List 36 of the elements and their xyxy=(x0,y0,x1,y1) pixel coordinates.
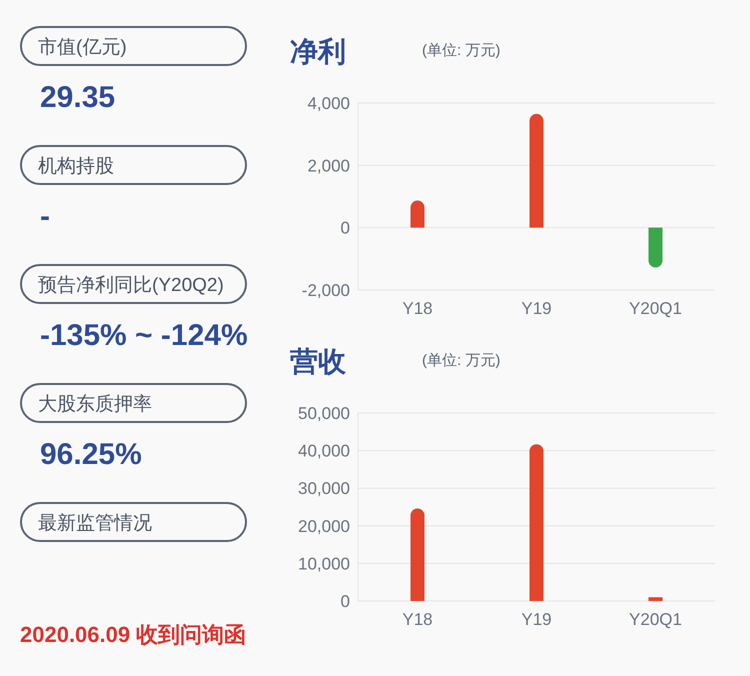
y-tick-label: 2,000 xyxy=(307,156,350,176)
bar xyxy=(530,444,544,601)
text: 最新监管情况 xyxy=(38,512,152,534)
y-tick-label: 10,000 xyxy=(298,554,350,574)
x-tick-label: Y19 xyxy=(521,299,552,318)
text: 预告净利同比(Y20Q2) xyxy=(38,275,224,296)
chart-subtitle: (单位: 万元) xyxy=(422,42,500,59)
y-tick-label: 0 xyxy=(340,218,350,238)
text: -135% ~ -124% xyxy=(40,319,248,352)
bar xyxy=(410,200,424,228)
text: 机构持股 xyxy=(38,156,114,177)
text: 2020.06.09 收到问询函 xyxy=(20,622,246,647)
text: 市值(亿元) xyxy=(38,36,127,58)
bar xyxy=(648,228,662,268)
chart-title: 营收 xyxy=(289,346,347,377)
x-tick-label: Y18 xyxy=(402,299,433,318)
bar xyxy=(410,508,424,601)
y-tick-label: 40,000 xyxy=(298,442,350,461)
y-tick-label: -2,000 xyxy=(302,281,350,300)
chart-subtitle: (单位: 万元) xyxy=(422,352,500,369)
text: 96.25% xyxy=(40,438,142,471)
y-tick-label: 4,000 xyxy=(307,94,350,113)
y-tick-label: 0 xyxy=(340,592,350,611)
bar xyxy=(648,597,662,601)
x-tick-label: Y20Q1 xyxy=(629,610,682,629)
x-tick-label: Y18 xyxy=(402,610,433,629)
text: 大股东质押率 xyxy=(38,393,152,415)
text: 29.35 xyxy=(40,81,116,114)
text: - xyxy=(40,200,50,233)
y-tick-label: 50,000 xyxy=(298,404,350,423)
bar xyxy=(530,114,544,228)
chart-title: 净利 xyxy=(290,36,346,67)
x-tick-label: Y19 xyxy=(521,610,552,629)
x-tick-label: Y20Q1 xyxy=(629,299,682,318)
y-tick-label: 20,000 xyxy=(298,516,350,536)
y-tick-label: 30,000 xyxy=(298,479,350,498)
